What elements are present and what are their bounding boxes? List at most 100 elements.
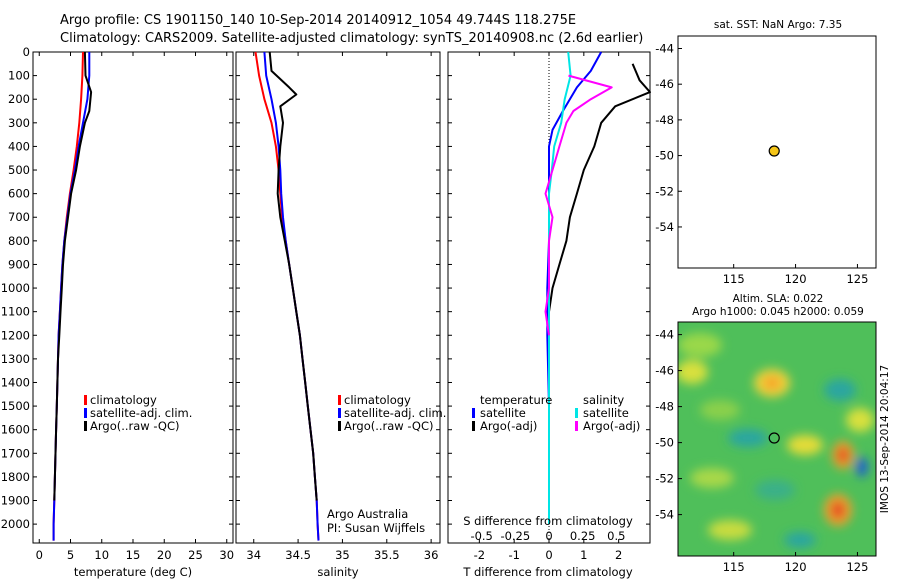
depth-tick-label: 600 <box>8 187 30 201</box>
series-argo-raw-qc- <box>268 51 318 501</box>
depth-tick-label: 300 <box>8 116 30 130</box>
series-climatology <box>254 51 320 541</box>
legend-swatch-s-satellite <box>575 408 578 418</box>
depth-tick-label: 1500 <box>1 399 30 413</box>
map-x-tick-label: 120 <box>785 560 807 574</box>
legend-label-t-argo: Argo(-adj) <box>480 419 537 433</box>
map-x-tick-label: 125 <box>846 272 868 286</box>
legend-swatch-climatology <box>338 395 341 405</box>
legend-label-argo: Argo(..raw -QC) <box>90 419 180 433</box>
map-y-tick-label: -44 <box>655 41 674 55</box>
legend-label-s-argo: Argo(-adj) <box>583 419 640 433</box>
depth-tick-label: 700 <box>8 210 30 224</box>
depth-tick-label: 1700 <box>1 446 30 460</box>
s-difference-label: S difference from climatology <box>463 514 633 528</box>
axis-ticks: 0100200300400500600700800900100011001200… <box>1 41 869 574</box>
legend-swatch-t-argo <box>472 421 475 431</box>
temperature-xlabel: temperature (deg C) <box>74 565 192 579</box>
depth-tick-label: 1200 <box>1 328 30 342</box>
x-tick-label: -2 <box>474 548 485 562</box>
x-tick-label: -1 <box>508 548 519 562</box>
legend-swatch-t-satellite <box>472 408 475 418</box>
sla-map-title1: Altim. SLA: 0.022 <box>733 293 824 305</box>
legend-swatch-s-argo <box>575 421 578 431</box>
legend-swatch-satellite <box>84 408 87 418</box>
s-tick-label: 0.5 <box>607 529 625 543</box>
legend-header-temperature: temperature <box>480 393 552 407</box>
temperature-axes <box>32 51 234 544</box>
series-temperature-argo-adj- <box>548 63 651 359</box>
x-tick-label: 34 <box>246 548 261 562</box>
map-y-tick-label: -46 <box>655 364 674 378</box>
legend-header-salinity: salinity <box>583 393 624 407</box>
legend-swatch-satellite <box>338 408 341 418</box>
legend-label-t-satellite: satellite <box>480 406 526 420</box>
sla-heatmap <box>678 322 876 556</box>
header-line1: Argo profile: CS 1901150_140 10-Sep-2014… <box>60 13 576 28</box>
x-tick-label: 10 <box>94 548 109 562</box>
depth-tick-label: 400 <box>8 139 30 153</box>
depth-tick-label: 2000 <box>1 517 30 531</box>
depth-tick-label: 1000 <box>1 281 30 295</box>
depth-tick-label: 1600 <box>1 423 30 437</box>
temperature-legend: climatology satellite-adj. clim. Argo(..… <box>84 393 192 433</box>
x-tick-label: 1 <box>580 548 587 562</box>
annotation-pi: PI: Susan Wijffels <box>327 521 425 535</box>
depth-tick-label: 1100 <box>1 305 30 319</box>
depth-tick-label: 500 <box>8 163 30 177</box>
series-salinity-argo-adj- <box>544 74 613 336</box>
depth-tick-label: 0 <box>23 45 30 59</box>
s-tick-label: -0.5 <box>470 529 492 543</box>
series-temperature-satellite <box>546 51 603 525</box>
depth-tick-label: 1800 <box>1 470 30 484</box>
map-y-tick-label: -50 <box>655 149 674 163</box>
x-tick-label: 0 <box>36 548 43 562</box>
depth-tick-label: 100 <box>8 69 30 83</box>
legend-label-satellite: satellite-adj. clim. <box>90 406 192 420</box>
depth-tick-label: 900 <box>8 257 30 271</box>
s-tick-label: 0.25 <box>570 529 596 543</box>
difference-legend: temperature salinity satellite Argo(-adj… <box>472 393 640 433</box>
series-argo-raw-qc- <box>53 51 93 501</box>
map-y-tick-label: -54 <box>655 220 674 234</box>
map-y-tick-label: -48 <box>655 113 674 127</box>
map-y-tick-label: -44 <box>655 328 674 342</box>
series-climatology <box>52 51 84 541</box>
x-tick-label: 34.5 <box>285 548 311 562</box>
map-x-tick-label: 125 <box>846 560 868 574</box>
legend-label-argo: Argo(..raw -QC) <box>344 419 434 433</box>
map-y-tick-label: -54 <box>655 508 674 522</box>
x-tick-label: 35.5 <box>374 548 400 562</box>
legend-label-climatology: climatology <box>344 393 411 407</box>
difference-xlabel: T difference from climatology <box>462 565 633 579</box>
map-x-tick-label: 115 <box>723 272 745 286</box>
x-tick-label: 36 <box>424 548 439 562</box>
map-x-tick-label: 115 <box>723 560 745 574</box>
salinity-xlabel: salinity <box>317 565 358 579</box>
map-x-tick-label: 120 <box>785 272 807 286</box>
x-tick-label: 25 <box>188 548 203 562</box>
depth-tick-label: 200 <box>8 92 30 106</box>
x-tick-label: 30 <box>219 548 234 562</box>
sla-map-title2: Argo h1000: 0.045 h2000: 0.059 <box>692 306 864 318</box>
depth-tick-label: 800 <box>8 234 30 248</box>
legend-swatch-climatology <box>84 395 87 405</box>
header-line2: Climatology: CARS2009. Satellite-adjuste… <box>60 31 643 46</box>
depth-tick-label: 1400 <box>1 375 30 389</box>
legend-swatch-argo <box>338 421 341 431</box>
x-tick-label: 20 <box>157 548 172 562</box>
map-y-tick-label: -52 <box>655 184 674 198</box>
sst-map-axes <box>677 35 877 269</box>
annotation-argo-australia: Argo Australia <box>327 507 408 521</box>
sst-map-title: sat. SST: NaN Argo: 7.35 <box>714 19 842 31</box>
depth-tick-label: 1900 <box>1 494 30 508</box>
legend-label-s-satellite: satellite <box>583 406 629 420</box>
x-tick-label: 15 <box>126 548 141 562</box>
legend-swatch-argo <box>84 421 87 431</box>
map-y-tick-label: -46 <box>655 77 674 91</box>
s-tick-label: -0.25 <box>500 529 530 543</box>
salinity-axes <box>235 51 441 544</box>
sla-map-axes <box>677 321 877 557</box>
